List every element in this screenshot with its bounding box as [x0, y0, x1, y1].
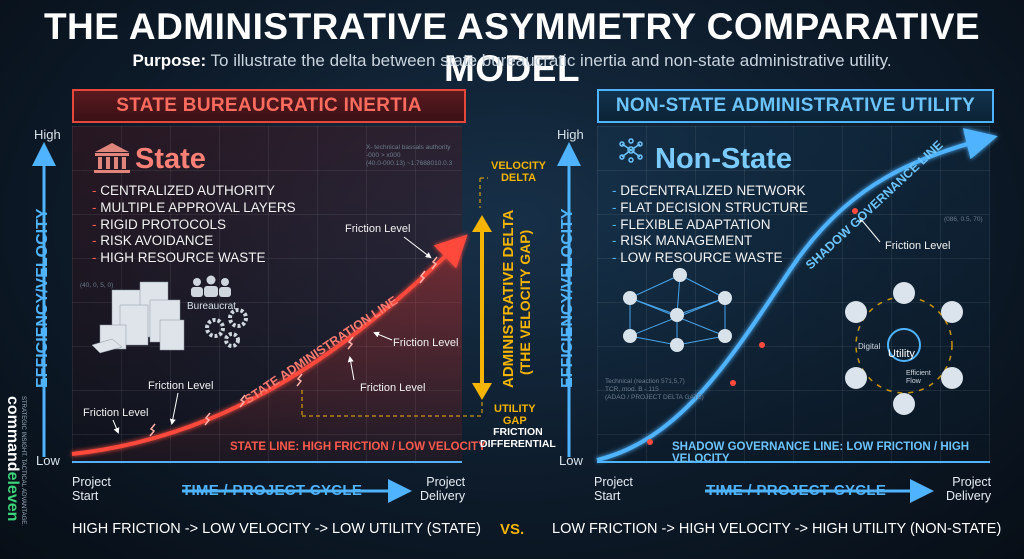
utility-hub	[855, 296, 953, 394]
state-y-low: Low	[36, 453, 60, 468]
friction-callout-3: Friction Level	[360, 382, 426, 394]
purpose-line: Purpose: To illustrate the delta between…	[0, 51, 1024, 71]
state-friction-marks	[149, 256, 438, 437]
admin-delta-label: ADMINISTRATIVE DELTA	[500, 209, 517, 388]
friction-callout-5: Friction Level	[345, 223, 411, 235]
non-state-y-high: High	[557, 127, 584, 142]
state-tech-note: X- technical bassals authority -000 > x0…	[366, 144, 453, 167]
velocity-gap-label: (THE VELOCITY GAP)	[517, 229, 533, 375]
non-state-tech-note: Technical (reaction 571,5,7) TCR, mod. B…	[605, 378, 704, 401]
state-x-end: Project Delivery	[420, 475, 466, 503]
non-state-traits-list: DECENTRALIZED NETWORK FLAT DECISION STRU…	[612, 183, 808, 267]
state-trait: HIGH RESOURCE WASTE	[92, 250, 296, 267]
state-trait: RIGID PROTOCOLS	[92, 217, 296, 234]
non-state-points	[647, 208, 858, 445]
footer-vs: VS.	[500, 521, 525, 538]
non-state-axes	[557, 142, 990, 503]
state-entity-title: State	[135, 143, 206, 175]
non-state-coord-note: (086, 0.5, 70)	[944, 216, 983, 223]
non-state-x-axis-label: TIME / PROJECT CYCLE	[706, 482, 887, 499]
page-title: THE ADMINISTRATIVE ASYMMETRY COMPARATIVE…	[43, 6, 981, 89]
delta-graphics	[301, 177, 492, 417]
state-x-start: Project Start	[72, 475, 111, 503]
state-area	[72, 240, 462, 462]
brand-tagline: STRATEGIC INSIGHT. TACTICAL ADVANTAGE.	[20, 396, 26, 526]
shadow-line-caption: SHADOW GOVERNANCE LINE: LOW FRICTION / H…	[672, 441, 970, 465]
hub-digital-label: Digital	[858, 342, 881, 351]
friction-callout-1: Friction Level	[83, 407, 149, 419]
non-state-friction-callout: Friction Level	[885, 240, 951, 252]
state-trait: RISK AVOIDANCE	[92, 233, 296, 250]
network-icon	[619, 138, 643, 163]
non-state-y-low: Low	[559, 453, 583, 468]
bureaucrat-icon	[191, 275, 231, 297]
friction-differential-label: FRICTION DIFFERENTIAL	[480, 426, 556, 450]
state-line-caption: STATE LINE: HIGH FRICTION / LOW VELOCITY	[230, 441, 486, 453]
bureaucrat-label: Bureaucrat	[187, 301, 236, 312]
state-line	[71, 234, 468, 456]
state-traits-list: CENTRALIZED AUTHORITY MULTIPLE APPROVAL …	[92, 183, 296, 267]
shadow-governance-line	[596, 128, 998, 462]
non-state-trait: DECENTRALIZED NETWORK	[612, 183, 808, 200]
footer-left: HIGH FRICTION -> LOW VELOCITY -> LOW UTI…	[72, 521, 481, 537]
non-state-trait: LOW RESOURCE WASTE	[612, 250, 808, 267]
friction-callout-2: Friction Level	[148, 380, 214, 392]
utility-gap-label: UTILITY GAP	[494, 403, 536, 427]
non-state-x-end: Project Delivery	[946, 475, 992, 503]
state-trait: MULTIPLE APPROVAL LAYERS	[92, 200, 295, 217]
non-state-trait: FLAT DECISION STRUCTURE	[612, 200, 808, 217]
hub-nodes	[845, 282, 963, 415]
state-header: STATE BUREAUCRATIC INERTIA	[72, 89, 466, 123]
non-state-header: NON-STATE ADMINISTRATIVE UTILITY	[597, 89, 994, 123]
purpose-label: Purpose:	[132, 51, 207, 70]
non-state-trait: FLEXIBLE ADAPTATION	[612, 217, 808, 234]
non-state-trait: RISK MANAGEMENT	[612, 233, 808, 250]
purpose-text: To illustrate the delta between state bu…	[210, 51, 892, 70]
state-y-high: High	[34, 127, 61, 142]
friction-callout-4: Friction Level	[393, 337, 459, 349]
state-x-axis-label: TIME / PROJECT CYCLE	[182, 482, 363, 499]
temple-icon	[94, 143, 130, 173]
footer-right: LOW FRICTION -> HIGH VELOCITY -> HIGH UT…	[552, 521, 1002, 537]
non-state-x-start: Project Start	[594, 475, 633, 503]
state-coord-note: (40, 0, 5, 0)	[80, 282, 114, 289]
state-trait: CENTRALIZED AUTHORITY	[92, 183, 296, 200]
non-state-entity-title: Non-State	[655, 143, 792, 175]
velocity-delta-label: VELOCITY DELTA	[491, 160, 547, 184]
network-people	[623, 268, 732, 352]
hub-center-label: Utility	[888, 348, 915, 360]
hub-efficient-label: Efficient Flow	[906, 370, 931, 385]
paper-stacks-icon	[91, 281, 185, 354]
brand-logo: commandeleven	[4, 396, 21, 522]
gears-icon	[205, 308, 248, 348]
